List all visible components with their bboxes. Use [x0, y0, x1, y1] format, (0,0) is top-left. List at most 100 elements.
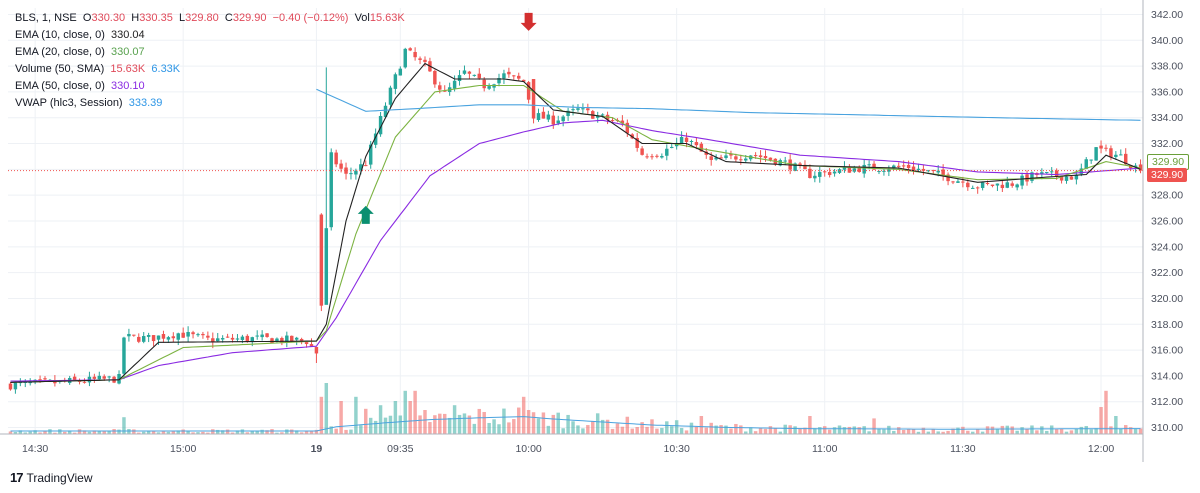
volume-bar: [561, 428, 565, 434]
candle-body: [600, 114, 605, 116]
tradingview-brand[interactable]: 17 TradingView: [10, 470, 93, 485]
candle-body: [408, 48, 412, 51]
volume-bar: [605, 419, 610, 434]
candle-body: [82, 381, 87, 383]
candle-body: [156, 335, 161, 340]
volume-bar: [813, 428, 817, 434]
volume-bar: [546, 425, 551, 434]
low-value: 329.80: [185, 12, 219, 24]
volume-bar: [161, 430, 166, 434]
volume-bar: [181, 429, 185, 434]
candle-body: [97, 375, 102, 380]
candle-body: [882, 170, 886, 172]
symbol-label[interactable]: BLS, 1, NSE: [15, 12, 77, 24]
candle-body: [897, 165, 901, 167]
time-tick-label: 11:30: [950, 443, 976, 455]
last-price-tag: 329.90: [1147, 168, 1188, 182]
volume-bar: [97, 431, 102, 434]
volume-bar: [77, 429, 82, 434]
candle-body: [1054, 170, 1059, 177]
candle-body: [245, 335, 250, 342]
volume-bar: [1020, 427, 1024, 434]
candle-body: [1059, 176, 1064, 181]
candle-body: [813, 175, 817, 179]
volume-bar: [566, 414, 570, 434]
volume-bar: [53, 432, 57, 434]
candle-body: [472, 74, 477, 76]
volume-bar: [857, 427, 861, 434]
volume-bar: [704, 427, 708, 434]
volume-bar: [67, 430, 72, 434]
candle-body: [137, 336, 141, 342]
candle-body: [916, 168, 921, 170]
volume-bar: [63, 431, 67, 434]
volume-bar: [235, 430, 240, 434]
ema20-row[interactable]: EMA (20, close, 0) 330.07: [15, 44, 405, 61]
volume-bar: [329, 426, 333, 434]
time-tick-label: 10:00: [515, 443, 541, 455]
candle-body: [383, 105, 388, 117]
candle-body: [847, 167, 852, 173]
volume-bar: [1104, 390, 1108, 434]
volume-bar: [793, 426, 797, 434]
candle-body: [393, 74, 398, 89]
vwap-row[interactable]: VWAP (hlc3, Session) 333.39: [15, 95, 405, 112]
volume-bar: [679, 427, 684, 434]
volume-bar: [255, 431, 259, 434]
candle-body: [571, 109, 575, 111]
volume-bar: [753, 431, 758, 434]
volume-bar: [901, 429, 906, 434]
volume-bar: [18, 430, 23, 434]
volume-bar: [428, 422, 432, 434]
volume-bar: [684, 430, 689, 434]
volume-bar: [58, 429, 62, 434]
candle-body: [576, 108, 580, 110]
candle-body: [1109, 148, 1113, 158]
volume-bar: [1059, 428, 1064, 434]
volume-row[interactable]: Volume (50, SMA) 15.63K 6.33K: [15, 61, 405, 78]
price-tick-label: 326.00: [1151, 216, 1183, 228]
vwap-line: [316, 88, 1141, 121]
candle-body: [13, 382, 18, 390]
volume-bar: [847, 426, 852, 434]
ema10-value: 330.04: [111, 29, 145, 41]
volume-bar: [275, 432, 279, 434]
volume-bar: [378, 405, 383, 434]
ema50-row[interactable]: EMA (50, close, 0) 330.10: [15, 78, 405, 95]
candle-body: [329, 152, 333, 228]
volume-bar: [670, 426, 674, 434]
candle-body: [936, 170, 940, 173]
open-value: 330.30: [91, 12, 126, 24]
signal-markers: [357, 12, 537, 224]
volume-bar: [72, 432, 77, 434]
ema10-row[interactable]: EMA (10, close, 0) 330.04: [15, 27, 405, 44]
candle-body: [314, 346, 319, 354]
volume-bar: [837, 425, 842, 434]
volume-bar: [43, 430, 47, 434]
candle-body: [665, 148, 669, 156]
volume-bar: [457, 414, 462, 434]
candle-body: [650, 156, 654, 158]
volume-bar: [744, 431, 748, 434]
candle-body: [901, 165, 906, 167]
candle-body: [1045, 171, 1049, 173]
candle-body: [413, 51, 417, 58]
volume-bar: [48, 429, 52, 434]
volume-bar: [294, 430, 299, 434]
candle-body: [541, 111, 546, 119]
candle-body: [872, 163, 876, 170]
sell-arrow-icon: [520, 12, 537, 31]
candle-body: [971, 187, 975, 189]
volume-bar: [122, 417, 126, 434]
candle-body: [581, 108, 585, 110]
candle-body: [966, 182, 970, 188]
volume-bar: [531, 412, 536, 434]
candle-body: [694, 142, 699, 146]
volume-bar: [102, 430, 106, 434]
volume-bar: [966, 430, 970, 434]
volume-bar: [739, 425, 743, 434]
price-tick-label: 332.00: [1151, 138, 1183, 150]
candle-body: [645, 156, 649, 158]
volume-bar: [23, 432, 27, 434]
